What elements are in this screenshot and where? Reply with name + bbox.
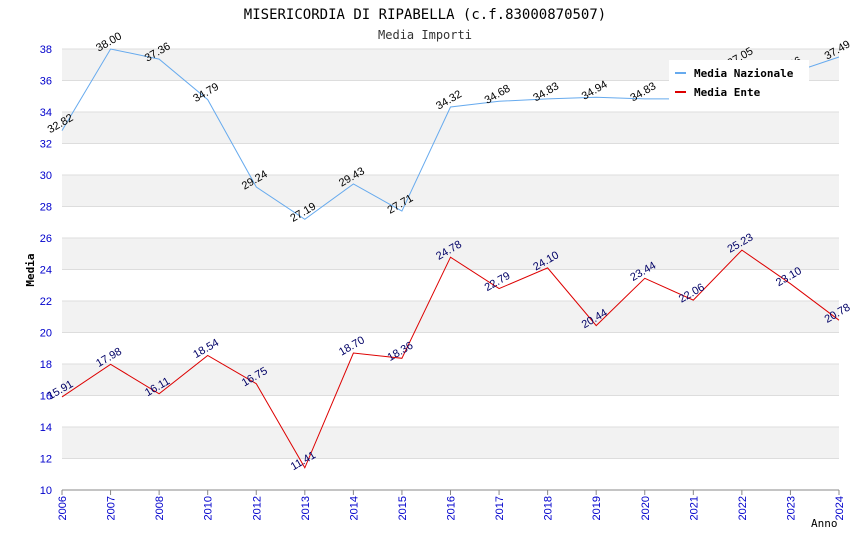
x-axis-label: Anno xyxy=(811,517,838,530)
x-tick-label: 2024 xyxy=(834,496,846,520)
plot-band xyxy=(62,364,839,396)
x-tick-label: 2007 xyxy=(106,496,118,520)
chart-title: MISERICORDIA DI RIPABELLA (c.f.830008705… xyxy=(244,7,606,23)
plot-band xyxy=(62,206,839,238)
plot-band xyxy=(62,269,839,301)
x-tick-label: 2015 xyxy=(397,496,409,520)
plot-band xyxy=(62,332,839,364)
x-tick-label: 2016 xyxy=(446,496,458,520)
y-tick-label: 12 xyxy=(40,454,52,466)
x-axis-ticks: 2006 2007 2008 2010 2012 2013 2014 2015 2016 2017… xyxy=(57,490,846,520)
x-tick-label: 2017 xyxy=(494,496,506,520)
x-tick-label: 2013 xyxy=(300,496,312,520)
x-tick-label: 2023 xyxy=(785,496,797,520)
series-line-media-ente xyxy=(61,249,840,469)
legend-entry: Media Nazionale xyxy=(694,67,794,80)
x-tick-label: 2010 xyxy=(203,496,215,520)
y-tick-label: 36 xyxy=(40,76,52,88)
plot-band xyxy=(62,427,839,459)
plot-band xyxy=(62,143,839,175)
y-tick-label: 32 xyxy=(40,139,52,151)
plot-band xyxy=(62,395,839,427)
y-tick-label: 16 xyxy=(40,391,52,403)
x-tick-label: 2019 xyxy=(591,496,603,520)
plot-band xyxy=(62,112,839,144)
y-axis-ticks: 10 12 14 16 18 20 22 24 26 28 30 32 34 36 38 xyxy=(40,44,52,497)
x-tick-label: 2012 xyxy=(251,496,263,520)
x-tick-label: 2021 xyxy=(688,496,700,520)
chart-subtitle: Media Importi xyxy=(378,28,472,42)
y-tick-label: 18 xyxy=(40,359,52,371)
x-tick-label: 2020 xyxy=(640,496,652,520)
y-tick-label: 24 xyxy=(40,265,52,277)
x-tick-label: 2022 xyxy=(737,496,749,520)
y-tick-label: 28 xyxy=(40,202,52,214)
y-axis-label: Media xyxy=(24,253,37,286)
x-tick-label: 2006 xyxy=(57,496,69,520)
legend: Media Nazionale Media Ente xyxy=(669,60,809,102)
legend-box xyxy=(669,60,809,102)
y-tick-label: 26 xyxy=(40,233,52,245)
y-tick-label: 22 xyxy=(40,296,52,308)
y-tick-label: 10 xyxy=(40,485,52,497)
y-tick-label: 20 xyxy=(40,328,52,340)
plot-band xyxy=(62,175,839,207)
y-tick-label: 34 xyxy=(40,107,52,119)
x-tick-label: 2008 xyxy=(154,496,166,520)
y-tick-label: 30 xyxy=(40,170,52,182)
y-tick-label: 38 xyxy=(40,44,52,56)
y-tick-label: 14 xyxy=(40,422,52,434)
x-tick-label: 2018 xyxy=(543,496,555,520)
plot-band xyxy=(62,301,839,333)
plot-band xyxy=(62,458,839,490)
legend-entry: Media Ente xyxy=(694,86,761,99)
plot-band xyxy=(62,238,839,270)
x-tick-label: 2014 xyxy=(348,496,360,520)
